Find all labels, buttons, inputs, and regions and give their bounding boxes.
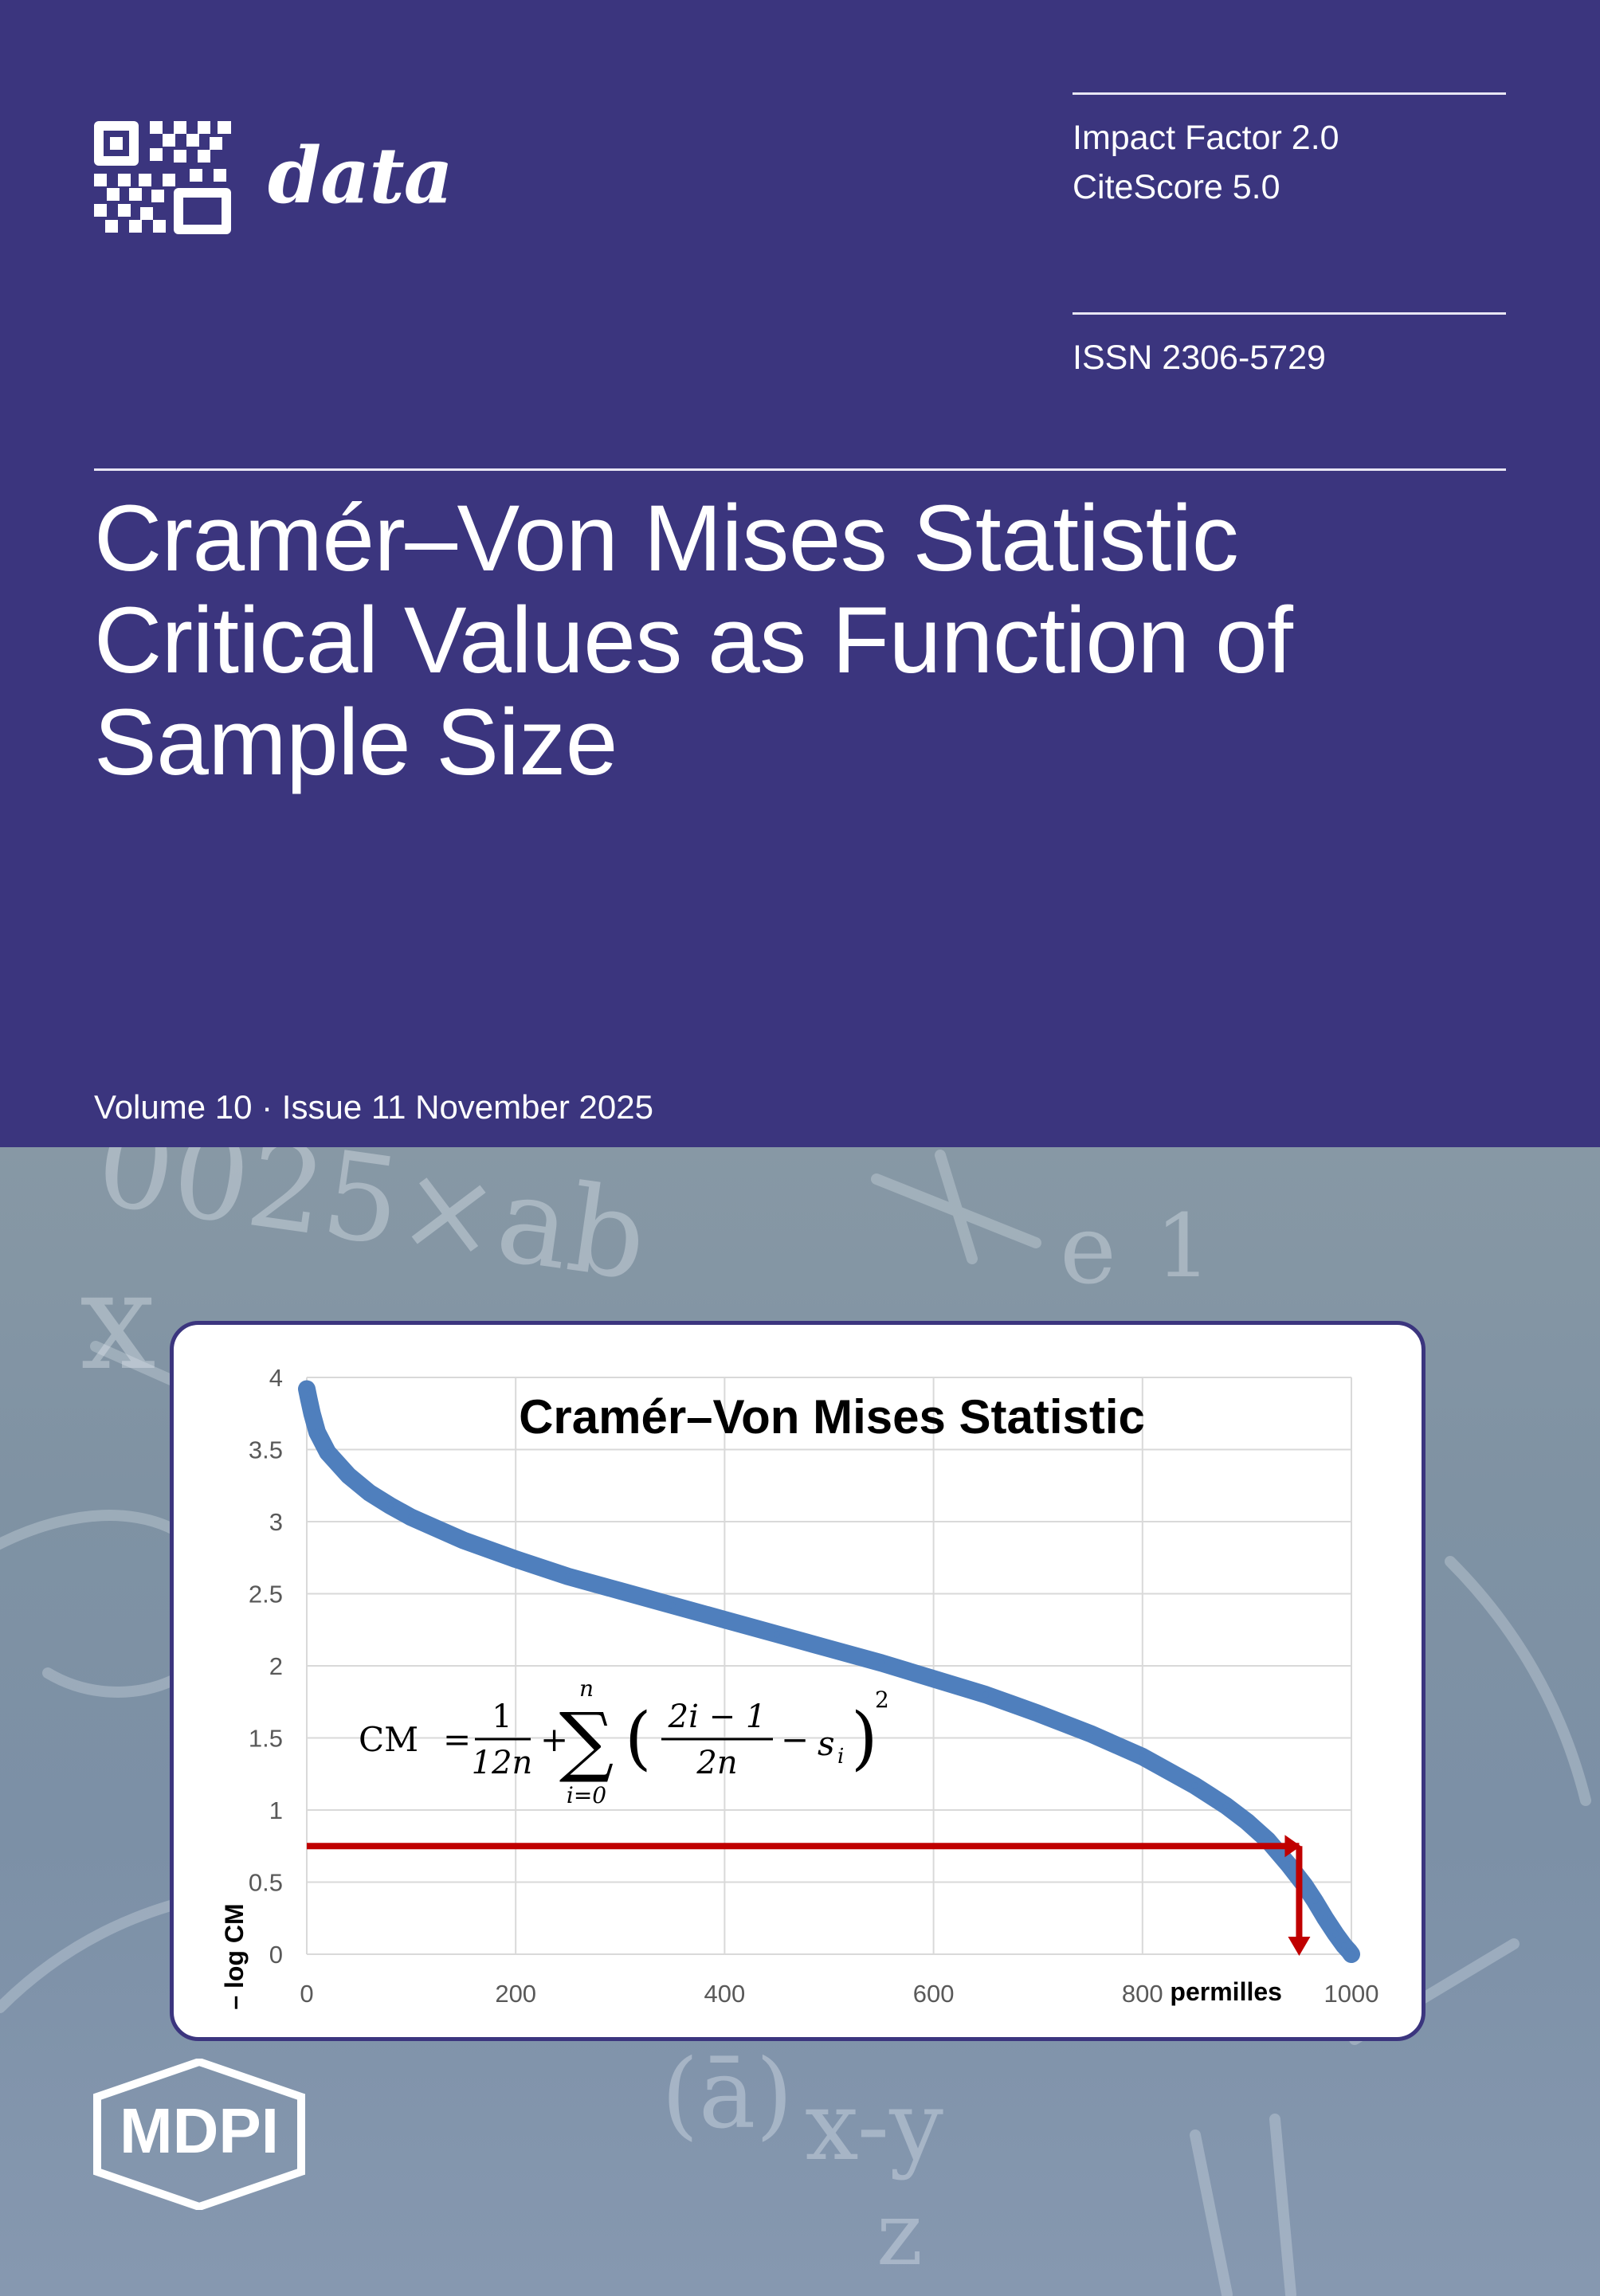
data-point [324,1449,331,1456]
data-point [1191,1782,1198,1789]
data-point [1340,1942,1347,1949]
issn: ISSN 2306-5729 [1073,339,1326,377]
data-point [1332,1930,1339,1937]
chalk-formula: x [80,1243,156,1401]
y-tick-label: 2.5 [249,1581,283,1608]
data-point [304,1385,310,1393]
data-point [721,1616,728,1624]
formula-minus: − [781,1720,809,1759]
data-point [314,1428,321,1436]
data-point [1348,1951,1355,1957]
chalk-formula: 1 [1155,1195,1211,1297]
x-tick-label: 200 [495,1980,536,2008]
x-axis-label: permilles [1170,1977,1282,2006]
y-tick-label: 3 [269,1508,283,1536]
title-line: Sample Size [94,690,618,795]
data-point [305,1396,312,1403]
chart-card: 0 0.5 1 1.5 2 2.5 3 3.5 4 0 200 400 600 800 1000 permil… [170,1321,1425,2041]
impact-factor: Impact Factor 2.0 [1073,119,1339,157]
data-point [669,1601,676,1608]
data-point [386,1503,394,1510]
x-tick-label: 800 [1122,1980,1163,2008]
sum-upper: n [579,1675,594,1702]
publisher-name: MDPI [120,2095,279,2166]
formula-subscript: i [837,1745,844,1769]
chalk-formula: (ā) [661,2039,794,2150]
citescore: CiteScore 5.0 [1073,168,1280,206]
data-point [460,1537,467,1544]
cvm-chart: 0 0.5 1 1.5 2 2.5 3 3.5 4 0 200 400 600 800 1000 permil… [220,1364,1379,2010]
open-paren: ( [625,1698,652,1778]
data-point [1301,1882,1308,1889]
y-tick-label: 1.5 [249,1725,283,1753]
data-point [1285,1861,1292,1868]
close-paren: ) [851,1698,878,1778]
y-tick-label: 1 [269,1796,283,1824]
x-tick-label: 400 [704,1980,746,2008]
data-point [773,1631,780,1638]
formula-equals: = [443,1720,471,1759]
formula-numerator-2: 2i − 1 [668,1698,767,1735]
data-point [1087,1730,1094,1738]
divider [1073,92,1506,95]
data-point [345,1472,352,1479]
chalk-formula: x-y [805,2071,943,2182]
drop-arrowhead [1288,1937,1311,1956]
data-point [617,1587,624,1594]
chalk-formula: e [1060,1195,1117,1306]
data-point [1222,1802,1229,1809]
divider [1073,312,1506,315]
y-tick-label: 4 [269,1364,283,1392]
y-tick-label: 0.5 [249,1869,283,1897]
title-line: Cramér–Von Mises Statistic [94,486,1239,591]
article-title: Cramér–Von Mises Statistic Critical Valu… [94,488,1528,793]
y-tick-label: 0 [269,1941,283,1969]
data-point [366,1489,373,1496]
sum-symbol: ∑ [559,1696,614,1785]
y-tick-label: 2 [269,1652,283,1680]
data-point [408,1514,415,1521]
chalk-formula: z [876,2183,923,2285]
x-tick-label: 600 [913,1980,955,2008]
data-point [825,1645,833,1652]
data-point [1139,1753,1146,1761]
data-point [1322,1914,1329,1922]
data-point [1312,1898,1319,1905]
y-axis-label: – log CM [220,1903,249,2009]
data-point [1034,1710,1041,1717]
chart-title: Cramér–Von Mises Statistic [519,1390,1145,1444]
sum-lower: i=0 [567,1782,606,1808]
formula-numerator: 1 [492,1698,512,1735]
formula-denominator-2: 2n [696,1745,737,1781]
data-point [1243,1818,1250,1825]
formula-term: s [818,1724,835,1763]
data-point [878,1659,885,1667]
divider [94,468,1506,471]
cover-header: data Impact Factor 2.0 CiteScore 5.0 ISS… [0,0,1600,1147]
data-point [982,1691,990,1698]
y-tick-label: 3.5 [249,1436,283,1464]
title-line: Critical Values as Function of [94,588,1293,693]
data-point [512,1556,520,1563]
data-point [930,1675,937,1683]
x-tick-label: 0 [300,1980,313,2008]
x-tick-label: 1000 [1324,1980,1379,2008]
formula-exponent: 2 [875,1687,889,1713]
series-line [298,1380,1360,1963]
formula-plus: + [540,1720,568,1759]
data-point [1265,1837,1272,1844]
issue-info: Volume 10 · Issue 11 November 2025 [94,1088,653,1126]
data-point [308,1410,316,1417]
mdpi-logo: MDPI [93,2059,305,2210]
formula-denominator: 12n [472,1745,533,1781]
data-point [564,1573,571,1580]
journal-name: data [268,131,453,221]
formula-lhs: CM [359,1720,418,1759]
qr-code-icon [94,121,231,234]
threshold-arrowhead [1284,1835,1301,1858]
